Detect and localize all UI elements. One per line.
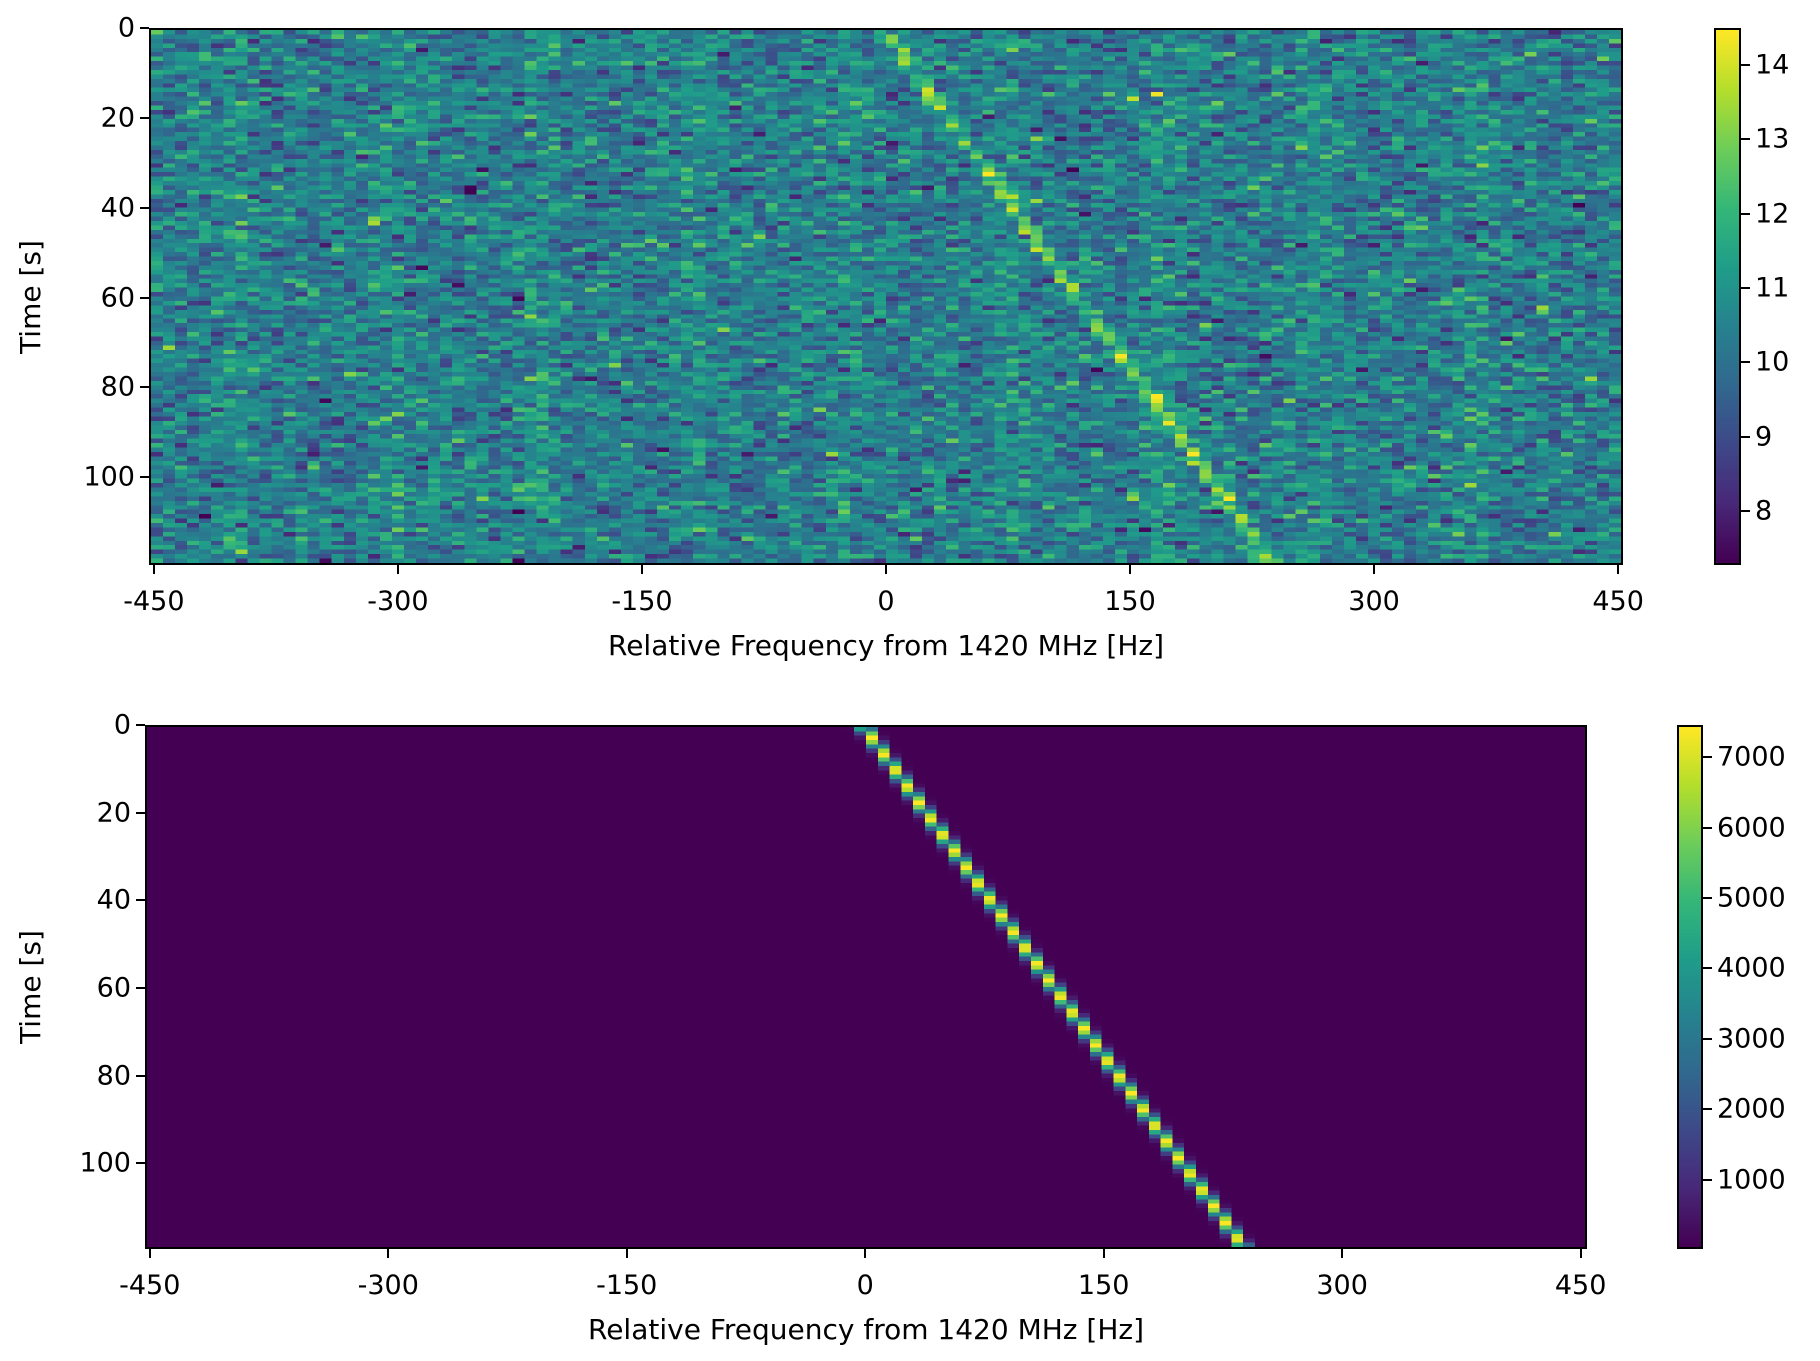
colorbar-tick-label: 4000 bbox=[1717, 952, 1786, 984]
colorbar-tick-label: 8 bbox=[1755, 495, 1773, 527]
y-tick-label: 60 bbox=[100, 282, 135, 314]
y-tick-label: 40 bbox=[96, 884, 131, 916]
x-tick-mark bbox=[396, 565, 399, 574]
colorbar-tick-mark bbox=[1703, 967, 1712, 970]
y-tick-mark bbox=[140, 386, 149, 389]
x-tick-label: -450 bbox=[119, 1270, 181, 1301]
colorbar-tick-mark bbox=[1741, 435, 1750, 438]
heatmap-image bbox=[151, 30, 1621, 563]
y-tick-label: 60 bbox=[96, 972, 131, 1004]
y-tick-label: 100 bbox=[79, 1147, 131, 1179]
colorbar-tick-mark bbox=[1703, 1108, 1712, 1111]
x-tick-mark bbox=[625, 1249, 628, 1258]
heatmap-axes bbox=[149, 28, 1623, 565]
colorbar-tick-mark bbox=[1741, 286, 1750, 289]
colorbar-gradient bbox=[1716, 30, 1739, 563]
y-tick-label: 20 bbox=[100, 102, 135, 134]
x-tick-mark bbox=[152, 565, 155, 574]
x-tick-mark bbox=[885, 565, 887, 574]
x-tick-mark bbox=[640, 565, 643, 574]
x-tick-mark bbox=[1373, 565, 1376, 574]
y-tick-mark bbox=[136, 1074, 145, 1077]
colorbar-tick-mark bbox=[1741, 212, 1750, 215]
colorbar-tick-label: 6000 bbox=[1717, 812, 1786, 843]
colorbar-tick-label: 7000 bbox=[1717, 741, 1786, 773]
colorbar bbox=[1677, 725, 1703, 1249]
y-tick-mark bbox=[136, 811, 145, 814]
x-tick-label: -150 bbox=[611, 586, 673, 617]
x-tick-label: 450 bbox=[1592, 586, 1644, 617]
colorbar-tick-label: 5000 bbox=[1717, 882, 1786, 914]
x-tick-label: -150 bbox=[596, 1270, 658, 1301]
x-tick-mark bbox=[387, 1249, 390, 1258]
colorbar-tick-mark bbox=[1703, 756, 1712, 758]
y-tick-mark bbox=[140, 476, 149, 479]
x-tick-label: 150 bbox=[1104, 586, 1156, 617]
x-tick-label: 0 bbox=[856, 1270, 874, 1301]
y-axis-label: Time [s] bbox=[14, 239, 47, 354]
colorbar-tick-mark bbox=[1741, 361, 1750, 364]
colorbar-tick-label: 2000 bbox=[1717, 1093, 1786, 1125]
colorbar-tick-label: 10 bbox=[1755, 346, 1790, 378]
y-tick-label: 100 bbox=[83, 461, 135, 493]
colorbar-tick-mark bbox=[1703, 1178, 1712, 1181]
colorbar-tick-label: 1000 bbox=[1717, 1164, 1786, 1196]
colorbar-tick-label: 14 bbox=[1755, 49, 1790, 81]
y-tick-label: 0 bbox=[117, 12, 135, 44]
x-tick-label: 300 bbox=[1348, 586, 1400, 617]
heatmap-image bbox=[147, 727, 1585, 1247]
x-tick-label: -300 bbox=[357, 1270, 419, 1301]
x-tick-mark bbox=[864, 1249, 867, 1258]
x-tick-label: 450 bbox=[1554, 1270, 1607, 1301]
y-tick-mark bbox=[140, 296, 149, 299]
x-tick-mark bbox=[1579, 1249, 1582, 1258]
colorbar-tick-mark bbox=[1741, 509, 1750, 512]
y-tick-mark bbox=[136, 1162, 145, 1165]
heatmap-axes bbox=[145, 725, 1587, 1249]
colorbar-tick-mark bbox=[1741, 138, 1750, 141]
colorbar-tick-label: 11 bbox=[1755, 272, 1790, 304]
x-tick-label: -450 bbox=[123, 586, 185, 617]
colorbar-tick-label: 12 bbox=[1755, 198, 1790, 230]
y-tick-label: 40 bbox=[100, 192, 135, 224]
colorbar-tick-mark bbox=[1741, 64, 1750, 67]
y-tick-mark bbox=[136, 899, 145, 902]
y-tick-label: 20 bbox=[96, 797, 131, 829]
y-tick-mark bbox=[140, 116, 149, 119]
x-tick-label: -300 bbox=[367, 586, 429, 617]
x-tick-mark bbox=[1341, 1249, 1344, 1258]
x-axis-label: Relative Frequency from 1420 MHz [Hz] bbox=[588, 1313, 1144, 1346]
y-tick-label: 80 bbox=[96, 1060, 131, 1092]
colorbar-tick-label: 9 bbox=[1755, 421, 1773, 452]
colorbar-tick-label: 3000 bbox=[1717, 1023, 1786, 1055]
x-tick-label: 150 bbox=[1077, 1270, 1130, 1301]
x-tick-mark bbox=[1102, 1249, 1105, 1258]
x-tick-mark bbox=[148, 1249, 151, 1258]
y-tick-mark bbox=[140, 27, 149, 29]
x-tick-mark bbox=[1617, 565, 1620, 574]
x-tick-mark bbox=[1129, 565, 1132, 574]
x-tick-label: 0 bbox=[877, 586, 895, 617]
colorbar-tick-mark bbox=[1703, 826, 1712, 829]
x-axis-label: Relative Frequency from 1420 MHz [Hz] bbox=[608, 629, 1164, 662]
y-tick-mark bbox=[136, 987, 145, 990]
colorbar bbox=[1714, 28, 1741, 565]
colorbar-tick-mark bbox=[1703, 1037, 1712, 1040]
colorbar-tick-mark bbox=[1703, 896, 1712, 899]
y-tick-mark bbox=[136, 724, 145, 726]
colorbar-gradient bbox=[1679, 727, 1701, 1247]
x-tick-label: 300 bbox=[1316, 1270, 1368, 1301]
y-tick-label: 80 bbox=[100, 371, 135, 403]
y-tick-mark bbox=[140, 206, 149, 209]
y-axis-label: Time [s] bbox=[14, 930, 47, 1044]
y-tick-label: 0 bbox=[113, 709, 131, 741]
colorbar-tick-label: 13 bbox=[1755, 123, 1790, 155]
